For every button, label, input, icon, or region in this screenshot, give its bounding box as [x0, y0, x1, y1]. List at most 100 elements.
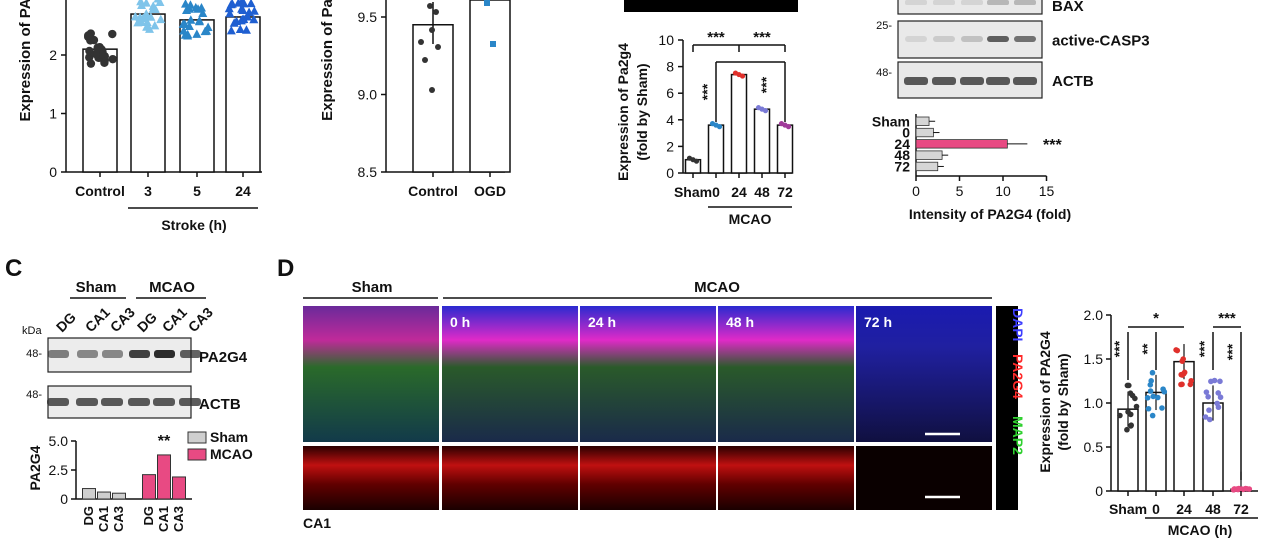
stain-strip — [996, 306, 1018, 510]
blot-label: PA2G4 — [199, 349, 248, 366]
bar — [915, 150, 943, 160]
data-point — [141, 0, 151, 7]
data-point — [785, 124, 792, 130]
data-point — [1205, 394, 1211, 400]
data-point — [91, 49, 101, 59]
data-point — [1187, 381, 1194, 388]
data-point — [1217, 394, 1224, 401]
data-point — [422, 57, 428, 63]
data-point — [193, 4, 203, 13]
y-axis-label-line2: (fold by Sham) — [634, 63, 650, 160]
data-point — [435, 44, 441, 50]
data-point — [239, 14, 249, 23]
x-tick-label: Sham — [674, 184, 712, 200]
data-point — [198, 8, 208, 18]
blot-band — [47, 398, 69, 406]
bar-sham — [112, 492, 126, 500]
data-point — [1217, 378, 1223, 385]
blot-band — [961, 0, 983, 5]
time-label: 48 h — [726, 314, 754, 330]
x-tick-label: CA3 — [111, 506, 126, 532]
x-tick-label: 0 — [912, 183, 920, 199]
lane-label: DG — [134, 309, 160, 335]
y-tick-label: 8 — [666, 59, 674, 75]
data-point — [1145, 405, 1152, 412]
x-tick-label: 3 — [144, 183, 152, 199]
data-point — [1154, 394, 1161, 401]
micrograph-pa2g4 — [718, 446, 854, 510]
data-point — [1147, 388, 1154, 394]
data-point — [693, 158, 700, 164]
x-tick-label: 48 — [1205, 501, 1221, 517]
blot-band — [1013, 77, 1037, 85]
sig-stars: * — [1153, 310, 1159, 327]
data-point — [249, 6, 259, 15]
y-tick-label: Sham — [872, 113, 910, 129]
data-point — [1144, 395, 1151, 401]
y-axis-label-line1: Expression of Pa2g4 — [615, 43, 631, 181]
data-point — [225, 8, 235, 18]
blot-label: active-CASP3 — [1052, 33, 1150, 50]
data-point — [235, 24, 245, 34]
data-point — [1150, 393, 1156, 400]
data-point — [1174, 347, 1181, 354]
blot-band — [932, 77, 956, 85]
blot-label: ACTB — [1052, 73, 1094, 90]
legend-swatch — [187, 448, 207, 461]
data-point — [484, 0, 490, 6]
x-tick-label: 24 — [731, 184, 747, 200]
mw-marker: 48- — [26, 389, 42, 401]
x-tick-label: DG — [81, 506, 96, 526]
y-tick-label: 24 — [894, 136, 910, 152]
x-tick-label: 48 — [754, 184, 770, 200]
sig-stars: *** — [753, 29, 771, 46]
lane-label: CA1 — [82, 304, 113, 335]
y-tick-label: 2 — [666, 138, 674, 154]
sig-stars: *** — [707, 29, 725, 46]
bar — [730, 73, 748, 174]
data-point — [229, 18, 239, 27]
blot-band — [179, 398, 201, 406]
y-tick-label: 6 — [666, 85, 674, 101]
data-point — [418, 39, 424, 45]
y-tick-label: 0 — [49, 164, 57, 180]
blot-band — [48, 350, 69, 358]
data-point — [156, 14, 166, 24]
blot-strip — [897, 0, 1043, 15]
data-point — [1179, 381, 1185, 388]
x-tick-label: Sham — [1109, 501, 1147, 517]
y-tick-label: 0 — [1095, 483, 1103, 499]
bar-sham — [97, 491, 111, 500]
blot-band — [987, 0, 1009, 5]
data-point — [1206, 407, 1212, 413]
blot-band — [961, 36, 983, 42]
chart-a2: 8.5 9.0 9.5 Expression of Pa Control OGD — [319, 0, 511, 199]
x-tick-label: 5 — [193, 183, 201, 199]
bar-mcao — [142, 474, 156, 500]
sig-stars: ** — [1139, 343, 1155, 354]
y-tick-label: 4 — [666, 112, 674, 128]
legend-label: Sham — [210, 429, 248, 445]
x-tick-label: CA1 — [156, 506, 171, 532]
time-label: 0 h — [450, 314, 470, 330]
data-point — [1215, 390, 1222, 396]
x-tick-label: CA3 — [171, 506, 186, 532]
data-point — [137, 0, 147, 9]
data-point — [1202, 414, 1209, 420]
data-point — [135, 12, 145, 21]
sig-stars: ** — [158, 433, 171, 450]
y-tick-label: 0 — [902, 125, 910, 141]
x-tick-label: OGD — [474, 183, 506, 199]
data-point — [1132, 395, 1138, 402]
data-point — [1211, 377, 1218, 384]
sig-stars: *** — [758, 76, 774, 93]
bar — [82, 48, 118, 173]
y-tick-label: 2 — [49, 47, 57, 63]
data-point — [108, 29, 117, 39]
y-tick-label: 1.0 — [1084, 395, 1104, 411]
data-point — [227, 0, 237, 8]
bar — [412, 24, 454, 173]
